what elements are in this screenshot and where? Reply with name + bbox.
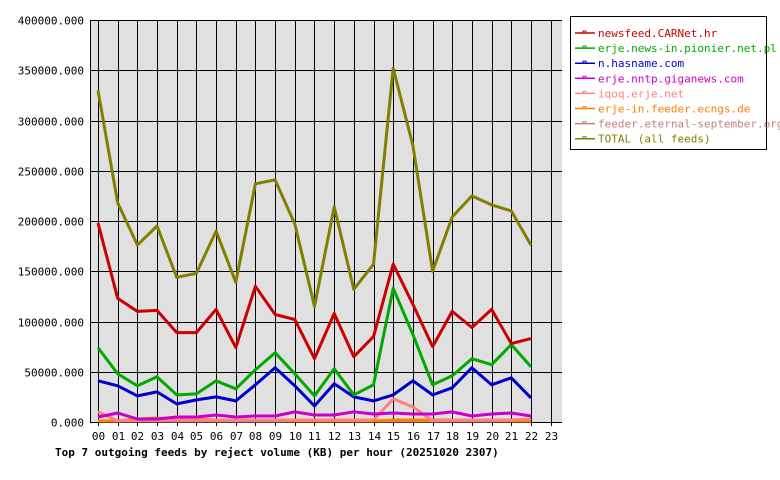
x-tick-label: 20: [486, 430, 499, 443]
y-tick-label: 50000.000: [24, 367, 84, 380]
x-tick-label: 19: [466, 430, 479, 443]
legend-marker-erje-in-feeder-ecngs-de: [582, 106, 587, 109]
series-line-n-hasname-com: [97, 366, 533, 408]
y-tick-label: 150000.000: [18, 266, 84, 279]
x-tick-label: 18: [446, 430, 459, 443]
x-tick-label: 11: [308, 430, 321, 443]
series-lines: [96, 66, 533, 423]
x-tick-label: 05: [190, 430, 203, 443]
legend-label-feeder-eternal-september-org: feeder.eternal-september.org: [598, 118, 780, 131]
legend-label-total-all-feeds-: TOTAL (all feeds): [598, 133, 711, 146]
legend-label-n-hasname-com: n.hasname.com: [598, 57, 684, 70]
legend-label-erje-news-in-pionier-net-pl: erje.news-in.pionier.net.pl: [598, 42, 777, 55]
legend-label-erje-nntp-giganews-com: erje.nntp.giganews.com: [598, 72, 744, 85]
x-tick-label: 15: [387, 430, 400, 443]
y-tick-label: 300000.000: [18, 116, 84, 129]
x-tick-label: 22: [525, 430, 538, 443]
x-tick-label: 16: [407, 430, 420, 443]
x-tick-label: 23: [545, 430, 558, 443]
legend-marker-feeder-eternal-september-org: [582, 121, 587, 125]
x-tick-label: 04: [171, 430, 185, 443]
series-line-total-all-feeds-: [96, 66, 533, 308]
x-tick-label: 21: [505, 430, 518, 443]
legend-marker-newsfeed-carnet-hr: [582, 30, 587, 34]
x-tick-label: 12: [328, 430, 341, 443]
legend-box: [570, 16, 767, 150]
legend-label-newsfeed-carnet-hr: newsfeed.CARNet.hr: [598, 27, 718, 40]
series-line-erje-news-in-pionier-net-pl: [96, 286, 533, 398]
legend-label-erje-in-feeder-ecngs-de: erje-in.feeder.ecngs.de: [598, 103, 750, 116]
x-tick-label: 00: [92, 430, 105, 443]
y-tick-label: 200000.000: [18, 216, 84, 229]
series-line-erje-nntp-giganews-com: [97, 410, 532, 421]
legend-label-iqoq-erje-net: iqoq.erje.net: [598, 87, 684, 100]
y-tick-label: 400000.000: [18, 15, 84, 28]
x-tick-label: 07: [230, 430, 243, 443]
y-axis: 0.000 50000.000 100000.000 150000.000 200000…: [18, 15, 84, 430]
y-tick-label: 350000.000: [18, 65, 84, 78]
x-tick-label: 10: [289, 430, 302, 443]
x-tick-label: 17: [427, 430, 440, 443]
series-line-newsfeed-carnet-hr: [96, 222, 532, 361]
y-tick-label: 250000.000: [18, 166, 84, 179]
x-tick-label: 02: [131, 430, 144, 443]
y-tick-label: 0.000: [51, 417, 84, 430]
legend-marker-erje-nntp-giganews-com: [582, 75, 587, 79]
y-tick-label: 100000.000: [18, 317, 84, 330]
x-tick-label: 06: [210, 430, 223, 443]
x-tick-label: 14: [368, 430, 382, 443]
series-line-iqoq-erje-net: [97, 397, 532, 423]
x-tick-label: 03: [151, 430, 164, 443]
x-tick-label: 13: [348, 430, 361, 443]
legend: newsfeed.CARNet.hr erje.news-in.pionier.n…: [575, 27, 780, 146]
x-axis: 00 01 02 03 04 05 06 07 08 09 10 11 12 13 14 15 16 17 18 19…: [92, 430, 558, 443]
x-tick-label: 09: [269, 430, 282, 443]
legend-marker-iqoq-erje-net: [582, 90, 587, 94]
legend-marker-erje-news-in-pionier-net-pl: [582, 45, 587, 49]
legend-marker-total-all-feeds-: [582, 136, 587, 140]
x-tick-label: 01: [112, 430, 125, 443]
chart-title: Top 7 outgoing feeds by reject volume (K…: [55, 446, 499, 459]
legend-marker-n-hasname-com: [582, 60, 587, 64]
x-tick-label: 08: [249, 430, 262, 443]
